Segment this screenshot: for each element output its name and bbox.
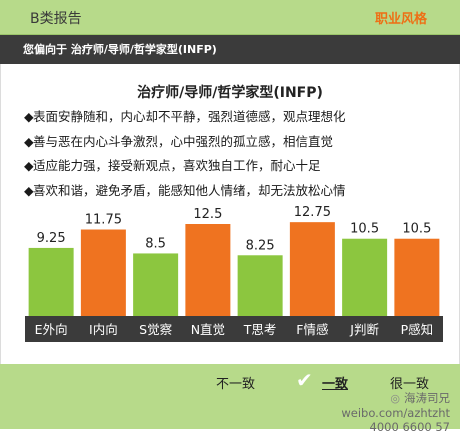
- trait-item: ◆善与恶在内心斗争激烈，心中强烈的孤立感，相信直觉: [24, 133, 334, 149]
- bullet-icon: ◆: [24, 109, 34, 124]
- result-text: 您偏向于 治疗师/导师/哲学家型(INFP): [23, 43, 217, 56]
- top-bar: B类报告 职业风格: [0, 0, 460, 35]
- rating-bar: 不一致 ✔ 一致 很一致 ◎ 海涛司兄 weibo.com/azhtzht 400…: [0, 364, 460, 434]
- trait-item: ◆适应能力强，接受新观点，喜欢独自工作，耐心十足: [24, 158, 321, 173]
- trait-item: ◆喜欢和谐，避免矛盾，能感知他人情绪，却无法放松心情: [24, 182, 346, 198]
- trait-item: ◆表面安静随和，内心却不平静，强烈道德感，观点理想化: [24, 109, 346, 124]
- weibo-watermark: ◎ 海涛司兄 weibo.com/azhtzht 4000 6600 57: [341, 391, 450, 434]
- weibo-icon: ◎: [390, 392, 400, 405]
- rating-option-disagree[interactable]: 不一致: [216, 377, 256, 392]
- rating-option-agree[interactable]: 一致: [322, 377, 349, 392]
- trait-list: ◆表面安静随和，内心却不平静，强烈道德感，观点理想化 ◆善与恶在内心斗争激烈，心…: [24, 108, 346, 206]
- bullet-icon: ◆: [24, 133, 34, 149]
- result-subheader: 您偏向于 治疗师/导师/哲学家型(INFP): [0, 35, 460, 64]
- check-icon: ✔: [296, 368, 313, 392]
- bullet-icon: ◆: [24, 158, 34, 173]
- rating-option-strongly-agree[interactable]: 很一致: [390, 377, 430, 392]
- career-style-link[interactable]: 职业风格: [374, 12, 427, 27]
- bullet-icon: ◆: [24, 182, 34, 198]
- type-heading: 治疗师/导师/哲学家型(INFP): [137, 85, 323, 101]
- report-title: B类报告: [30, 11, 82, 27]
